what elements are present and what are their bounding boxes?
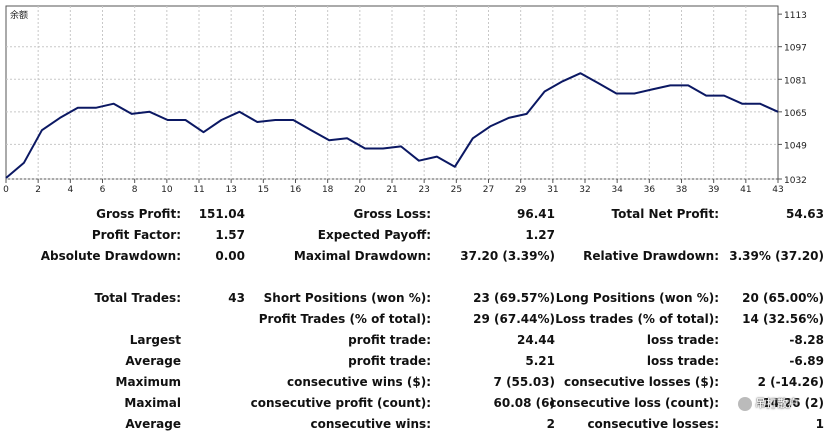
y-tick-label: 1065 bbox=[784, 109, 807, 119]
maximal-consec-profit-label: consecutive profit (count): bbox=[250, 396, 431, 410]
maximal-consec-loss-value: -14.26 (2) bbox=[757, 396, 824, 410]
x-tick-label: 21 bbox=[386, 185, 397, 195]
maximal-consec-loss-label: consecutive loss (count): bbox=[549, 396, 719, 410]
x-tick-label: 36 bbox=[644, 185, 656, 195]
maximal-label: Maximal bbox=[124, 396, 181, 410]
x-tick-label: 0 bbox=[3, 185, 9, 195]
max-consec-wins-label: consecutive wins ($): bbox=[286, 375, 431, 389]
average-label: Average bbox=[125, 354, 181, 368]
x-tick-label: 41 bbox=[740, 185, 751, 195]
gross-profit-label: Gross Profit: bbox=[96, 207, 181, 221]
average-profit-value: 5.21 bbox=[525, 354, 555, 368]
absolute-drawdown-value: 0.00 bbox=[215, 249, 245, 263]
balance-series-line bbox=[5, 72, 779, 179]
loss-trades-value: 14 (32.56%) bbox=[742, 312, 824, 326]
total-trades-value: 43 bbox=[228, 291, 245, 305]
maximum-label: Maximum bbox=[115, 375, 181, 389]
y-tick-label: 1032 bbox=[784, 176, 807, 186]
expected-payoff-value: 1.27 bbox=[525, 228, 555, 242]
maximal-consec-profit-value: 60.08 (6) bbox=[493, 396, 555, 410]
x-tick-label: 27 bbox=[483, 185, 494, 195]
gross-loss-label: Gross Loss: bbox=[353, 207, 431, 221]
average-consec-label: Average bbox=[125, 417, 181, 431]
avg-consec-wins-value: 2 bbox=[546, 417, 555, 431]
profit-trades-label: Profit Trades (% of total): bbox=[258, 312, 431, 326]
profit-trades-value: 29 (67.44%) bbox=[473, 312, 555, 326]
x-tick-label: 29 bbox=[515, 185, 527, 195]
gross-profit-value: 151.04 bbox=[198, 207, 245, 221]
largest-loss-value: -8.28 bbox=[789, 333, 824, 347]
avg-consec-losses-label: consecutive losses: bbox=[587, 417, 719, 431]
average-profit-label: profit trade: bbox=[348, 354, 431, 368]
x-tick-label: 11 bbox=[193, 185, 204, 195]
relative-drawdown-value: 3.39% (37.20) bbox=[729, 249, 824, 263]
x-tick-label: 15 bbox=[258, 185, 269, 195]
avg-consec-losses-value: 1 bbox=[815, 417, 824, 431]
y-tick-label: 1049 bbox=[784, 141, 807, 151]
largest-profit-value: 24.44 bbox=[517, 333, 555, 347]
watermark-text: 吊打散户 bbox=[755, 397, 799, 410]
x-tick-label: 2 bbox=[35, 185, 41, 195]
x-tick-label: 10 bbox=[161, 185, 173, 195]
x-tick-label: 20 bbox=[354, 185, 366, 195]
x-tick-label: 34 bbox=[611, 185, 623, 195]
y-tick-label: 1097 bbox=[784, 44, 807, 54]
relative-drawdown-label: Relative Drawdown: bbox=[583, 249, 719, 263]
x-tick-label: 4 bbox=[67, 185, 73, 195]
short-positions-label: Short Positions (won %): bbox=[263, 291, 431, 305]
loss-trades-label: Loss trades (% of total): bbox=[555, 312, 719, 326]
total-net-profit-value: 54.63 bbox=[786, 207, 824, 221]
max-consec-losses-value: 2 (-14.26) bbox=[757, 375, 824, 389]
x-tick-label: 39 bbox=[708, 185, 720, 195]
total-trades-label: Total Trades: bbox=[94, 291, 181, 305]
x-tick-label: 38 bbox=[676, 185, 688, 195]
max-consec-wins-value: 7 (55.03) bbox=[493, 375, 555, 389]
y-tick-label: 1113 bbox=[784, 11, 807, 21]
x-tick-label: 25 bbox=[451, 185, 462, 195]
x-tick-label: 16 bbox=[290, 185, 302, 195]
absolute-drawdown-label: Absolute Drawdown: bbox=[40, 249, 181, 263]
long-positions-label: Long Positions (won %): bbox=[555, 291, 719, 305]
maximal-drawdown-value: 37.20 (3.39%) bbox=[460, 249, 555, 263]
gross-loss-value: 96.41 bbox=[517, 207, 555, 221]
x-tick-label: 43 bbox=[772, 185, 783, 195]
short-positions-value: 23 (69.57%) bbox=[473, 291, 555, 305]
balance-chart: 1113 1097 1081 1065 1049 1032 0 2 4 6 8 10 11 13 15 16 1… bbox=[0, 0, 837, 196]
watermark: 吊打散户 bbox=[738, 395, 835, 419]
wechat-icon bbox=[738, 397, 752, 411]
total-net-profit-label: Total Net Profit: bbox=[611, 207, 719, 221]
max-consec-losses-label: consecutive losses ($): bbox=[563, 375, 719, 389]
x-tick-label: 31 bbox=[547, 185, 558, 195]
average-loss-value: -6.89 bbox=[789, 354, 824, 368]
long-positions-value: 20 (65.00%) bbox=[742, 291, 824, 305]
profit-factor-value: 1.57 bbox=[215, 228, 245, 242]
x-tick-label: 23 bbox=[418, 185, 429, 195]
avg-consec-wins-label: consecutive wins: bbox=[310, 417, 431, 431]
y-tick-label: 1081 bbox=[784, 76, 807, 86]
x-tick-label: 13 bbox=[225, 185, 236, 195]
x-tick-label: 32 bbox=[579, 185, 590, 195]
maximal-drawdown-label: Maximal Drawdown: bbox=[293, 249, 431, 263]
x-tick-label: 8 bbox=[132, 185, 138, 195]
x-tick-label: 18 bbox=[322, 185, 334, 195]
expected-payoff-label: Expected Payoff: bbox=[317, 228, 431, 242]
largest-profit-label: profit trade: bbox=[348, 333, 431, 347]
average-loss-label: loss trade: bbox=[646, 354, 719, 368]
largest-loss-label: loss trade: bbox=[646, 333, 719, 347]
chart-title: 余额 bbox=[10, 9, 28, 21]
profit-factor-label: Profit Factor: bbox=[91, 228, 181, 242]
largest-label: Largest bbox=[129, 333, 181, 347]
x-tick-label: 6 bbox=[100, 185, 106, 195]
